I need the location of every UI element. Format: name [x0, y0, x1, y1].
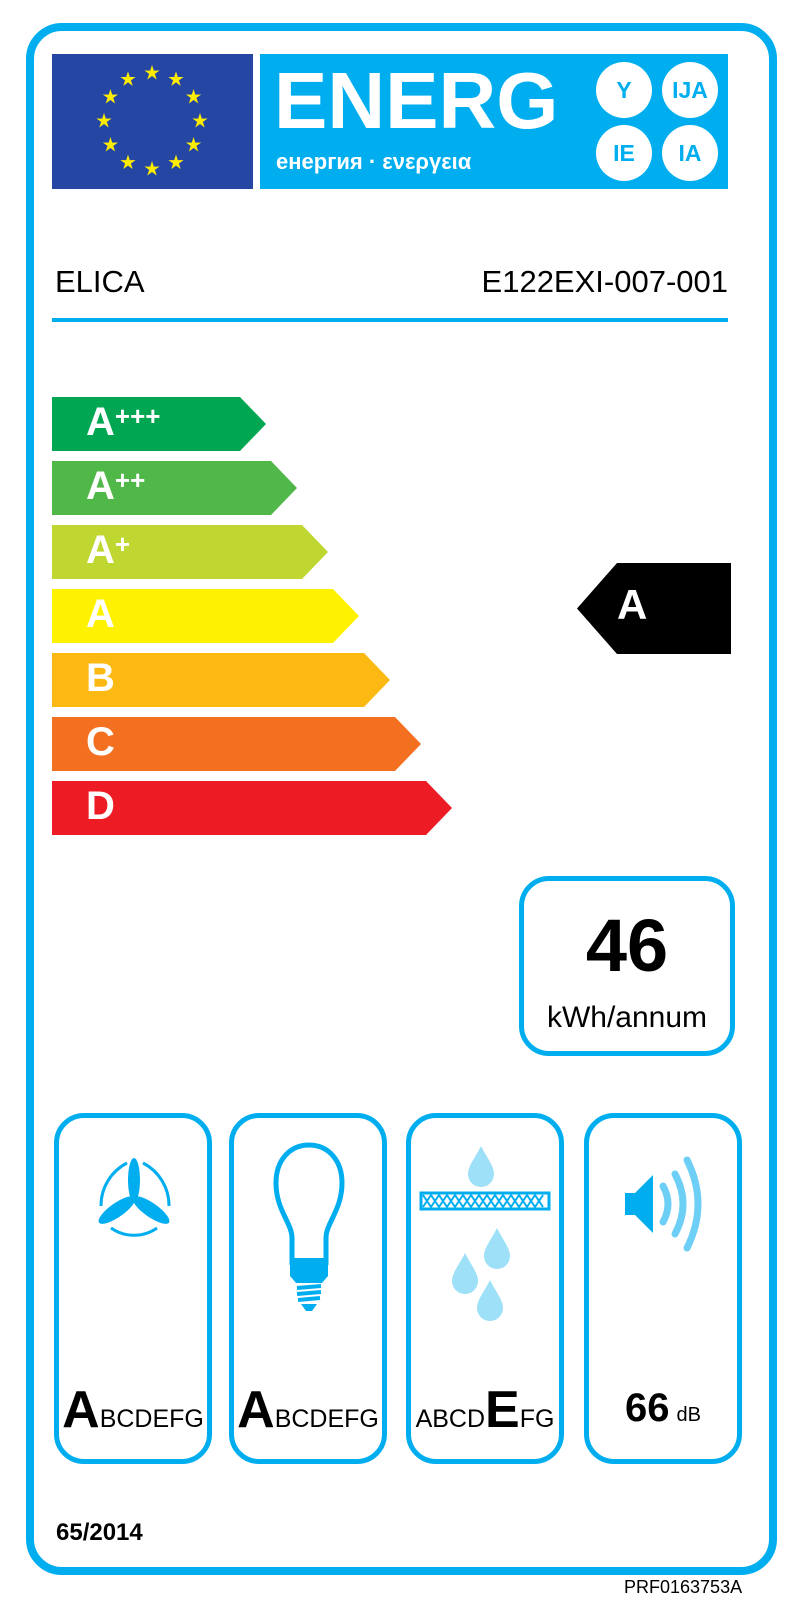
star-icon — [144, 161, 160, 176]
energy-class-bar: A++ — [52, 461, 297, 515]
energy-class-bar: D — [52, 781, 452, 835]
rating-value: A — [617, 581, 648, 628]
energy-class-label: D — [86, 784, 115, 828]
fan-icon — [98, 1158, 171, 1237]
grease-filter-icon — [419, 1146, 551, 1321]
label-code: PRF0163753A — [624, 1577, 743, 1597]
star-icon — [192, 113, 208, 128]
star-icon — [144, 65, 160, 80]
consumption-value: 46 — [585, 904, 669, 987]
energy-class-bar: A+ — [52, 525, 328, 579]
label-frame — [26, 23, 777, 1575]
energy-class-label: A — [86, 592, 115, 636]
energy-class-bar: B — [52, 653, 390, 707]
model-identifier: E122EXI-007-001 — [481, 264, 728, 299]
star-icon — [102, 137, 118, 152]
suffix-ie: IE — [596, 125, 652, 181]
grease-filtering-efficiency-box: ABCDEFG — [406, 1113, 564, 1464]
lighting-class-scale: ABCDEFG — [237, 1381, 379, 1439]
speaker-icon — [625, 1156, 702, 1252]
star-icon — [120, 154, 136, 169]
fluid-class-scale: ABCDEFG — [62, 1381, 204, 1439]
supplier-name: ELICA — [55, 264, 145, 299]
consumption-unit: kWh/annum — [546, 1001, 708, 1034]
rating-indicator: A — [577, 563, 731, 654]
star-icon — [102, 89, 118, 104]
eu-flag — [52, 54, 253, 189]
suffix-y: Y — [596, 62, 652, 118]
noise-level: 66 dB — [625, 1386, 701, 1430]
energy-word: ENERG — [274, 56, 559, 145]
eu-stars-icon — [96, 65, 208, 176]
lightbulb-icon — [273, 1142, 345, 1311]
noise-box: 66 dB — [584, 1113, 742, 1464]
energy-subtitle: енергия · ενεργεια — [276, 149, 472, 174]
suffix-ia: IA — [662, 125, 718, 181]
energy-class-bar: A — [52, 589, 359, 643]
energy-class-label: C — [86, 720, 115, 764]
grease-class-scale: ABCDEFG — [415, 1381, 555, 1439]
star-icon — [168, 154, 184, 169]
regulation-number: 65/2014 — [56, 1519, 143, 1546]
energy-class-bar: C — [52, 717, 421, 771]
star-icon — [168, 71, 184, 86]
energy-class-label: A+++ — [86, 400, 161, 444]
energy-class-label: A+ — [86, 528, 131, 572]
star-icon — [96, 113, 112, 128]
star-icon — [186, 137, 202, 152]
energy-header: ENERG енергия · ενεργεια Y IJA IE IA — [260, 54, 728, 189]
energy-class-bar: A+++ — [52, 397, 266, 451]
suffix-ija: IJA — [662, 62, 718, 118]
lighting-efficiency-box: ABCDEFG — [229, 1113, 387, 1464]
energy-class-label: A++ — [86, 464, 146, 508]
star-icon — [186, 89, 202, 104]
fluid-dynamic-efficiency-box: ABCDEFG — [54, 1113, 212, 1464]
star-icon — [120, 71, 136, 86]
divider — [52, 318, 728, 322]
energy-consumption-box: 46 kWh/annum — [519, 876, 735, 1056]
energy-class-label: B — [86, 656, 115, 700]
